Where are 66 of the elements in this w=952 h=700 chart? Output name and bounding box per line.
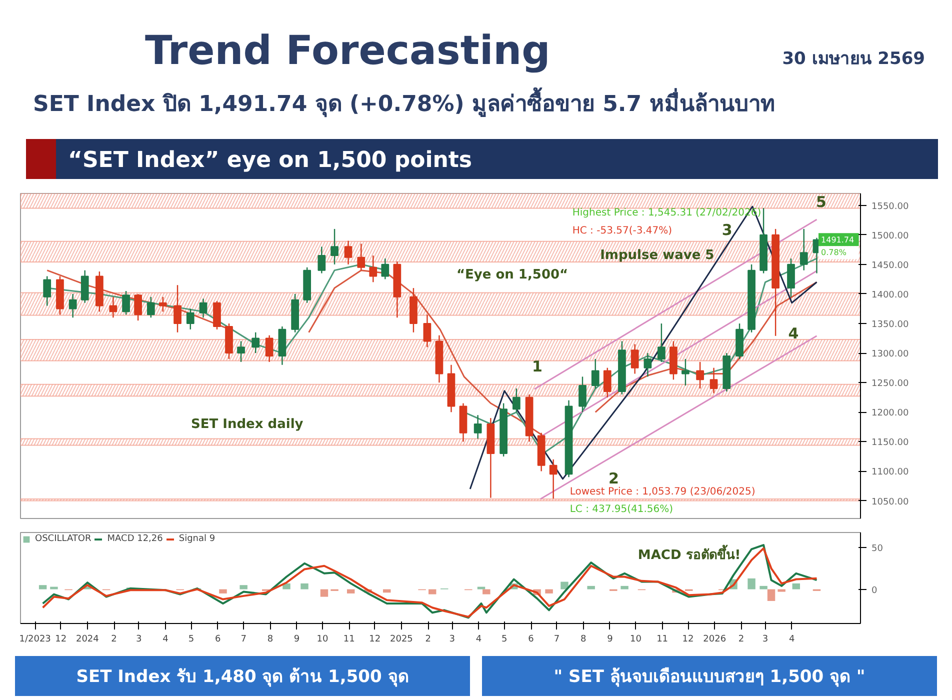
annotation: 1 xyxy=(532,358,542,376)
text: SET Index รับ 1,480 จุด ต้าน 1,500 จุด xyxy=(76,666,409,689)
annotation: LC : 437.95(41.56%) xyxy=(570,504,674,516)
x-tick-label: 4 xyxy=(788,634,795,644)
x-tick-label: 3 xyxy=(449,634,455,644)
annotation: Lowest Price : 1,053.79 (23/06/2025) xyxy=(570,486,756,498)
y-tick-label: 1050.00 xyxy=(872,497,909,508)
y-tick-label: 1450.00 xyxy=(872,260,909,271)
x-tick-label: 12 xyxy=(682,634,694,644)
chart-subtitle: SET Index ปิด 1,491.74 จุด (+0.78%) มูลค่าซื้อขาย 5.7 หมื่นล้านบาท xyxy=(33,89,776,120)
x-tick-label: 3 xyxy=(136,634,142,644)
x-tick-label: 7 xyxy=(554,634,560,644)
legend-label: Signal 9 xyxy=(178,534,216,544)
x-tick-label: 2 xyxy=(111,634,117,644)
text: 30 เมษายน 2569 xyxy=(782,48,925,71)
annotation: 4 xyxy=(788,324,799,342)
annotation: 1491.74 xyxy=(821,236,854,245)
text: “SET Index” eye on 1,500 points xyxy=(68,147,472,175)
x-tick-label: 2026 xyxy=(703,634,726,644)
x-tick-label: 5 xyxy=(188,634,194,644)
annotation: 0.78% xyxy=(821,248,847,258)
x-tick-label: 2024 xyxy=(76,634,100,644)
x-tick-label: 7 xyxy=(240,634,246,644)
annotation: 3 xyxy=(722,221,732,240)
y-tick-label: 1200.00 xyxy=(872,408,909,419)
x-tick-label: 10 xyxy=(630,634,642,644)
x-tick-label: 2 xyxy=(738,634,744,644)
annotation: “Eye on 1,500“ xyxy=(456,268,568,283)
x-tick-label: 6 xyxy=(528,634,534,644)
x-tick-label: 11 xyxy=(656,634,668,644)
annotation: SET Index daily xyxy=(191,417,304,432)
y-tick-label: 1250.00 xyxy=(872,379,909,390)
annotation: HC : -53.57(-3.47%) xyxy=(572,226,672,237)
legend-label: MACD 12,26 xyxy=(107,534,163,544)
annotation: MACD รอตัดขึ้น! xyxy=(638,544,741,563)
x-tick-label: 10 xyxy=(316,634,329,644)
y-tick-label: 1400.00 xyxy=(872,290,909,300)
y-tick-label: 1550.00 xyxy=(872,202,909,212)
x-tick-label: 2 xyxy=(425,634,431,644)
chart-title: Trend Forecasting xyxy=(145,27,550,76)
y-tick-label: 1350.00 xyxy=(872,320,909,330)
x-tick-label: 11 xyxy=(343,634,355,644)
y-tick-label: 1100.00 xyxy=(872,468,909,478)
y-tick-label: 50 xyxy=(872,544,884,554)
y-tick-label: 1150.00 xyxy=(872,438,909,448)
x-tick-label: 12 xyxy=(55,634,67,644)
annotation: 5 xyxy=(816,193,826,212)
annotation: 2 xyxy=(608,469,619,488)
x-tick-label: 8 xyxy=(580,634,586,644)
x-tick-label: 4 xyxy=(162,634,169,644)
x-tick-label: 9 xyxy=(294,634,300,644)
x-tick-label: 8 xyxy=(267,634,274,644)
x-tick-label: 5 xyxy=(502,634,508,644)
annotation: Impulse wave 5 xyxy=(600,248,714,264)
legend-label: OSCILLATOR xyxy=(35,534,92,544)
y-tick-label: 0 xyxy=(872,586,878,596)
y-tick-label: 1300.00 xyxy=(872,350,909,360)
x-tick-label: 12 xyxy=(369,634,381,644)
y-tick-label: 1500.00 xyxy=(872,231,909,242)
x-tick-label: 6 xyxy=(214,634,221,644)
x-tick-label: 2025 xyxy=(390,634,413,644)
x-tick-label: 4 xyxy=(476,634,482,644)
x-tick-label: 9 xyxy=(607,634,614,644)
x-tick-label: 1/2023 xyxy=(19,634,51,644)
x-tick-label: 3 xyxy=(762,634,768,644)
text: " SET ลุ้นจบเดือนแบบสวยๆ 1,500 จุด " xyxy=(554,666,866,689)
